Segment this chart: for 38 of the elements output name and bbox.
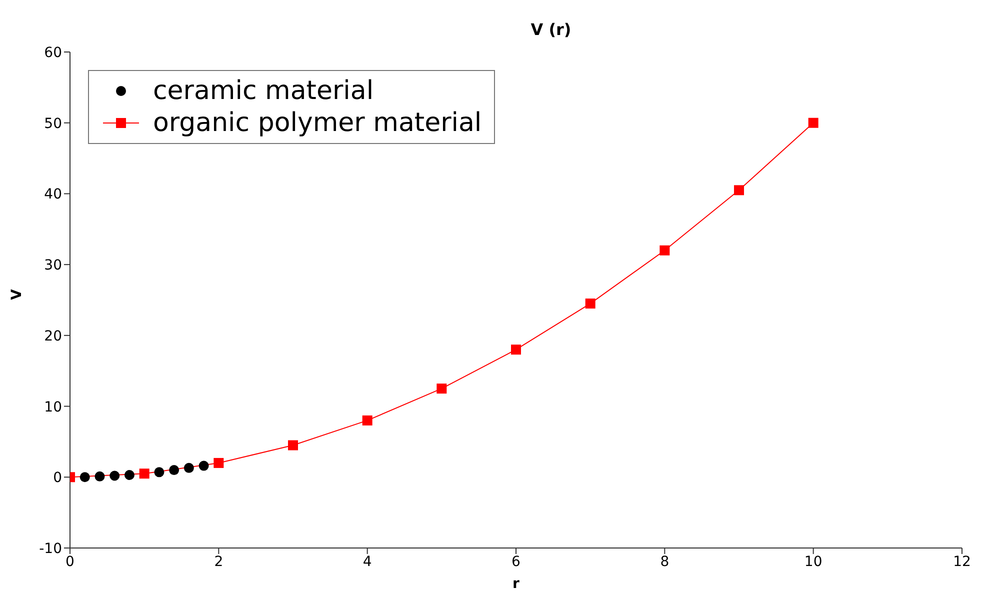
point (288, 440, 298, 450)
x-tick-label: 12 (953, 554, 971, 570)
point (169, 465, 180, 476)
point (80, 472, 90, 482)
y-axis-title: V (8, 289, 25, 300)
x-tick-label: 4 (362, 554, 372, 570)
x-tick-label: 2 (214, 554, 224, 570)
legend-label: ceramic material (153, 75, 374, 107)
point (660, 245, 670, 256)
x-tick-label: 0 (66, 554, 74, 570)
point (124, 470, 134, 480)
point (585, 298, 596, 309)
x-tick-label: 6 (512, 554, 521, 570)
y-tick-label: -10 (39, 540, 62, 557)
chart-title: V (r) (530, 20, 572, 39)
point (184, 462, 194, 473)
y-tick-label: 20 (44, 328, 62, 344)
x-axis-title: r (512, 576, 520, 592)
x-tick-label: 10 (804, 554, 822, 570)
y-tick-label: 50 (44, 116, 62, 132)
point (734, 185, 744, 196)
point (154, 467, 164, 478)
point (436, 384, 447, 394)
legend-label: organic polymer material (153, 107, 482, 139)
point (198, 460, 209, 471)
point (214, 458, 224, 468)
point (110, 470, 120, 481)
point (362, 415, 372, 426)
y-tick-label: 0 (53, 470, 62, 486)
y-tick-label: 30 (44, 258, 62, 274)
point (511, 344, 521, 355)
y-tick-label: 40 (44, 186, 62, 203)
point (139, 468, 150, 479)
point (808, 118, 818, 128)
y-tick-label: 60 (44, 44, 62, 61)
y-tick-label: 10 (44, 399, 62, 416)
point (94, 471, 105, 482)
x-tick-label: 8 (660, 554, 670, 570)
